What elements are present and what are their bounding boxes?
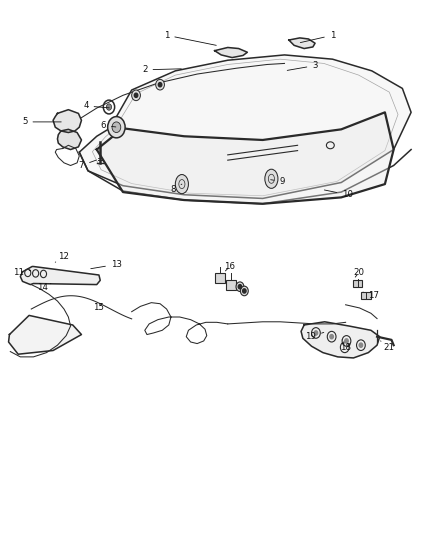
Text: 5: 5 bbox=[22, 117, 61, 126]
Text: 21: 21 bbox=[381, 341, 395, 352]
Text: 20: 20 bbox=[353, 269, 364, 277]
Circle shape bbox=[236, 282, 244, 292]
Text: 3: 3 bbox=[287, 61, 318, 70]
Circle shape bbox=[314, 331, 318, 335]
Text: 9: 9 bbox=[271, 177, 285, 186]
Circle shape bbox=[158, 83, 162, 87]
Circle shape bbox=[155, 79, 164, 90]
Text: 12: 12 bbox=[55, 253, 70, 262]
Circle shape bbox=[134, 93, 138, 98]
Circle shape bbox=[108, 117, 125, 138]
Text: 6: 6 bbox=[101, 121, 116, 130]
Bar bbox=[226, 280, 237, 290]
Circle shape bbox=[106, 104, 112, 110]
Text: 13: 13 bbox=[91, 260, 122, 269]
Text: 10: 10 bbox=[324, 190, 353, 199]
Ellipse shape bbox=[265, 169, 278, 188]
Polygon shape bbox=[97, 112, 394, 204]
Text: 4: 4 bbox=[83, 101, 109, 110]
Text: 18: 18 bbox=[340, 340, 351, 352]
Bar bbox=[215, 273, 225, 283]
Circle shape bbox=[240, 286, 248, 296]
Polygon shape bbox=[20, 266, 100, 285]
Text: 11: 11 bbox=[13, 269, 31, 277]
Polygon shape bbox=[57, 130, 81, 150]
Bar bbox=[361, 292, 371, 300]
Text: 1: 1 bbox=[164, 31, 216, 45]
Text: 17: 17 bbox=[363, 291, 379, 300]
Polygon shape bbox=[301, 322, 380, 358]
Circle shape bbox=[243, 289, 246, 293]
Bar bbox=[353, 280, 362, 287]
Text: 1: 1 bbox=[300, 31, 335, 43]
Polygon shape bbox=[215, 47, 247, 58]
Text: 2: 2 bbox=[142, 66, 181, 74]
Circle shape bbox=[238, 285, 242, 289]
Circle shape bbox=[345, 339, 348, 343]
Circle shape bbox=[132, 90, 141, 101]
Circle shape bbox=[330, 335, 333, 339]
Text: 19: 19 bbox=[305, 332, 324, 341]
Text: 15: 15 bbox=[93, 303, 104, 312]
Polygon shape bbox=[289, 38, 315, 49]
Circle shape bbox=[359, 343, 363, 348]
Polygon shape bbox=[79, 55, 411, 198]
Ellipse shape bbox=[175, 174, 188, 193]
Polygon shape bbox=[53, 110, 81, 133]
Text: 16: 16 bbox=[224, 262, 235, 271]
Polygon shape bbox=[9, 316, 81, 354]
Text: 7: 7 bbox=[79, 160, 96, 170]
Text: 14: 14 bbox=[37, 283, 51, 292]
Text: 8: 8 bbox=[170, 184, 182, 194]
Circle shape bbox=[112, 122, 121, 133]
